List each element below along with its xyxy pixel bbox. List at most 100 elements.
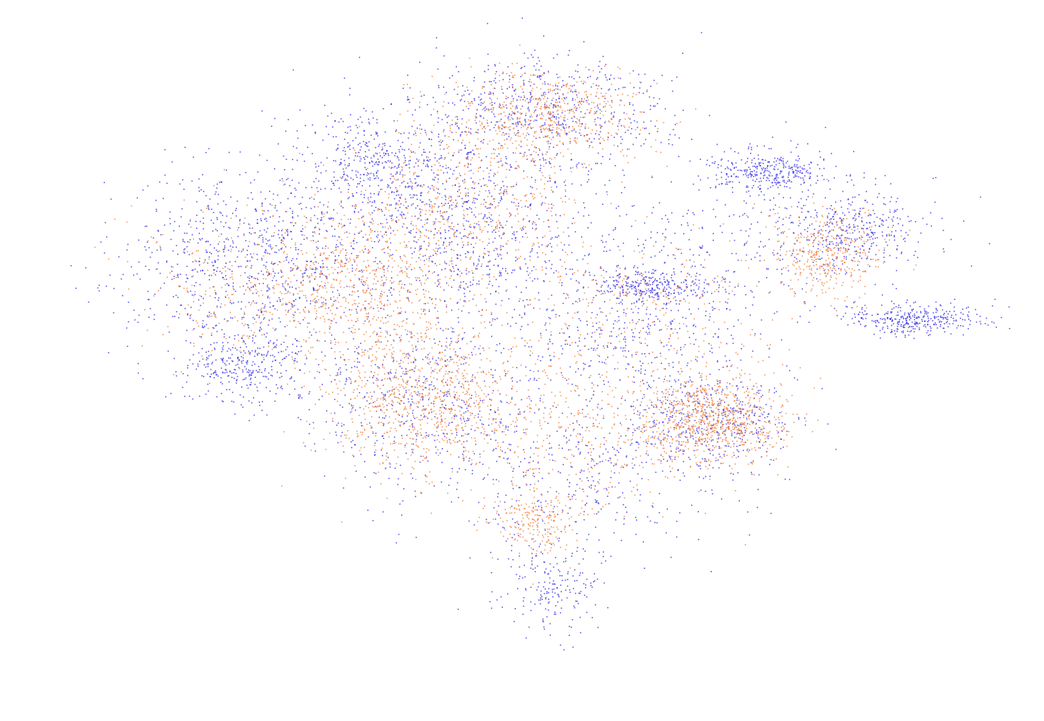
- data-point: [374, 230, 376, 233]
- data-point: [462, 281, 465, 283]
- data-point: [425, 378, 427, 380]
- data-point: [159, 247, 162, 249]
- data-point: [433, 233, 435, 236]
- data-point: [225, 169, 228, 171]
- data-point: [352, 195, 354, 197]
- data-point: [270, 248, 273, 250]
- data-point: [172, 315, 174, 318]
- data-point: [201, 174, 204, 176]
- data-point: [455, 199, 457, 201]
- data-point: [171, 270, 173, 272]
- data-point: [273, 356, 276, 358]
- data-point: [443, 55, 445, 57]
- data-point: [375, 172, 378, 174]
- data-point: [797, 170, 800, 172]
- data-point: [346, 285, 348, 288]
- data-point: [491, 101, 493, 104]
- data-point: [235, 382, 238, 384]
- data-point: [901, 331, 903, 333]
- data-point: [721, 276, 724, 278]
- data-point: [367, 197, 369, 199]
- data-point: [225, 278, 228, 280]
- data-point: [456, 205, 458, 208]
- data-point: [695, 275, 697, 277]
- data-point: [805, 198, 808, 201]
- data-point: [731, 433, 733, 435]
- data-point: [214, 292, 217, 294]
- data-point: [452, 327, 454, 330]
- data-point: [730, 169, 732, 171]
- data-point: [550, 102, 552, 105]
- data-point: [624, 267, 627, 269]
- data-point: [443, 289, 445, 291]
- data-point: [470, 243, 472, 246]
- data-point: [459, 254, 462, 257]
- data-point: [901, 321, 904, 323]
- data-point: [548, 161, 550, 163]
- data-point: [597, 117, 599, 119]
- data-point: [629, 102, 631, 104]
- data-point: [531, 250, 533, 252]
- data-point: [289, 286, 291, 288]
- data-point: [480, 140, 482, 143]
- data-point: [263, 210, 265, 212]
- data-point: [819, 168, 821, 170]
- data-point: [506, 186, 508, 188]
- data-point: [540, 332, 542, 335]
- data-point: [446, 282, 448, 284]
- data-point: [805, 171, 807, 173]
- data-point: [443, 394, 446, 396]
- data-point: [427, 186, 429, 188]
- data-point: [495, 71, 498, 73]
- data-point: [754, 163, 757, 165]
- data-point: [353, 248, 355, 250]
- data-point: [530, 54, 533, 56]
- data-point: [299, 395, 301, 398]
- data-point: [206, 240, 208, 242]
- data-point: [354, 365, 356, 368]
- data-point: [905, 321, 908, 324]
- data-point: [234, 335, 236, 337]
- data-point: [412, 443, 415, 445]
- data-point: [562, 93, 564, 95]
- data-point: [781, 422, 783, 424]
- data-point: [243, 350, 245, 352]
- data-point: [369, 177, 371, 179]
- data-point: [445, 404, 447, 406]
- data-point: [539, 170, 541, 172]
- data-point: [859, 210, 861, 212]
- data-point: [412, 196, 414, 199]
- data-point: [370, 294, 373, 297]
- data-point: [178, 317, 180, 319]
- data-point: [201, 375, 203, 377]
- data-point: [202, 269, 204, 272]
- data-point: [384, 393, 387, 396]
- data-point: [249, 352, 251, 354]
- data-point: [169, 223, 171, 225]
- data-point: [476, 265, 478, 267]
- data-point: [410, 204, 413, 206]
- data-point: [343, 424, 345, 426]
- data-point: [390, 167, 392, 169]
- data-point: [866, 233, 869, 235]
- data-point: [233, 401, 235, 403]
- data-point: [262, 241, 264, 243]
- data-point: [490, 438, 492, 440]
- data-point: [792, 232, 795, 234]
- data-point: [206, 356, 208, 359]
- data-point: [545, 273, 547, 275]
- data-point: [511, 201, 513, 203]
- data-point: [788, 165, 790, 167]
- data-point: [887, 226, 889, 228]
- data-point: [138, 239, 140, 241]
- data-point: [249, 260, 251, 262]
- data-point: [383, 152, 385, 154]
- data-point: [490, 108, 492, 110]
- data-point: [962, 325, 964, 327]
- data-point: [641, 397, 644, 400]
- data-point: [740, 381, 742, 383]
- data-point: [297, 351, 300, 353]
- data-point: [935, 316, 937, 318]
- data-point: [434, 101, 437, 103]
- data-point: [771, 181, 773, 184]
